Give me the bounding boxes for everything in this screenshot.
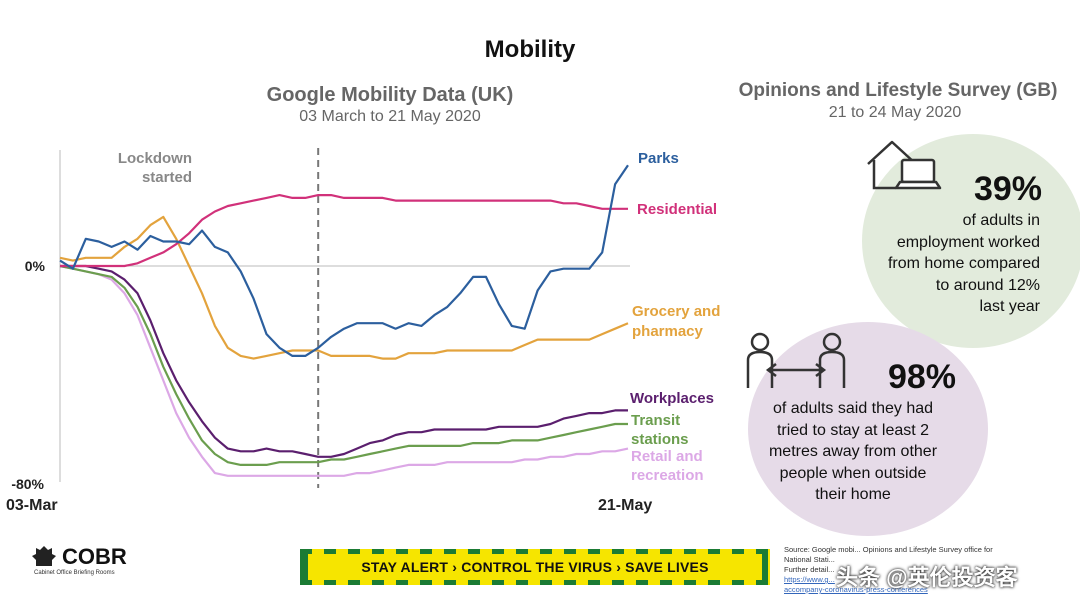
series-label-grocery-and-pharmacy: Grocery and	[632, 303, 720, 320]
series-label-retail-and-recreation: recreation	[631, 467, 704, 484]
y-tick-label-min: -80%	[11, 476, 44, 492]
series-label-transit-stations: stations	[631, 431, 689, 448]
house-laptop-icon	[867, 140, 942, 190]
survey-title: Opinions and Lifestyle Survey (GB)	[738, 80, 1058, 101]
series-line-workplaces	[60, 264, 628, 458]
cobr-logo-subtext: Cabinet Office Briefing Rooms	[34, 570, 115, 576]
series-label-workplaces: Workplaces	[630, 390, 714, 407]
chart-title: Google Mobility Data (UK)	[266, 84, 514, 106]
series-line-parks	[59, 164, 629, 357]
stat-line: of adults in	[962, 212, 1040, 229]
stat-line: their home	[815, 486, 891, 503]
series-label-retail-and-recreation: Retail and	[631, 448, 703, 465]
source-line: Source: Google mobi... Opinions and Life…	[784, 545, 993, 554]
lockdown-label-line1: Lockdown	[118, 150, 192, 167]
series-label-residential: Residential	[637, 201, 717, 218]
series-labels-group: Retail and recreation Transit stations Workp…	[630, 150, 720, 484]
stat-line: employment worked	[896, 233, 1040, 251]
stat-line: last year	[979, 298, 1040, 315]
series-group	[59, 164, 629, 477]
source-line: Further detail...	[784, 565, 835, 574]
survey-subtitle: 21 to 24 May 2020	[828, 104, 962, 121]
cobr-logo-text: COBR	[62, 544, 127, 569]
source-link[interactable]: accompany-coronavirus-press-conferences	[784, 585, 928, 594]
series-line-grocery-and-pharmacy	[59, 215, 629, 360]
stat-percent-home-working: 39%	[973, 170, 1042, 208]
source-line: National Stati...	[784, 555, 835, 564]
source-note: Source: Google mobi... Opinions and Life…	[784, 545, 1074, 595]
two-people-distance-icon	[746, 332, 846, 388]
series-line-retail-and-recreation	[59, 264, 629, 477]
series-label-grocery-and-pharmacy: pharmacy	[632, 323, 704, 340]
stat-circle-distancing	[748, 322, 988, 536]
y-tick-label-zero: 0%	[25, 258, 46, 274]
stat-line: metres away from other	[768, 443, 938, 460]
lockdown-label-line2: started	[142, 169, 192, 186]
stat-line: from home compared	[887, 255, 1040, 272]
stat-line: of adults said they had	[772, 400, 934, 417]
stat-text-distancing: of adults said they had tried to stay at…	[752, 398, 954, 506]
stat-line: people when outside	[779, 464, 927, 482]
stat-text-home-working: of adults in employment worked from home…	[850, 210, 1040, 318]
series-label-transit-stations: Transit	[631, 412, 680, 429]
x-tick-label-start: 03-Mar	[6, 497, 58, 514]
stat-percent-distancing: 98%	[887, 358, 956, 396]
stat-line: to around 12%	[935, 276, 1040, 294]
watermark: 头条 @英伦投资客	[836, 565, 1018, 590]
stat-line: tried to stay at least 2	[776, 421, 930, 439]
series-line-residential	[60, 193, 628, 268]
mobility-line-chart: Lockdown started 0% -80% 03-Mar 21-May R…	[6, 148, 720, 514]
source-link[interactable]: https://www.g...	[784, 575, 835, 584]
chart-subtitle: 03 March to 21 May 2020	[299, 108, 481, 125]
stay-alert-banner-text: STAY ALERT › CONTROL THE VIRUS › SAVE LI…	[308, 554, 762, 580]
page-title: Mobility	[484, 36, 576, 63]
stat-circle-home-working	[862, 134, 1080, 348]
series-label-parks: Parks	[638, 150, 679, 167]
series-line-transit-stations	[59, 264, 628, 466]
royal-crest-icon	[32, 546, 56, 566]
stay-alert-banner: STAY ALERT › CONTROL THE VIRUS › SAVE LI…	[300, 549, 770, 585]
x-tick-label-end: 21-May	[598, 497, 652, 514]
